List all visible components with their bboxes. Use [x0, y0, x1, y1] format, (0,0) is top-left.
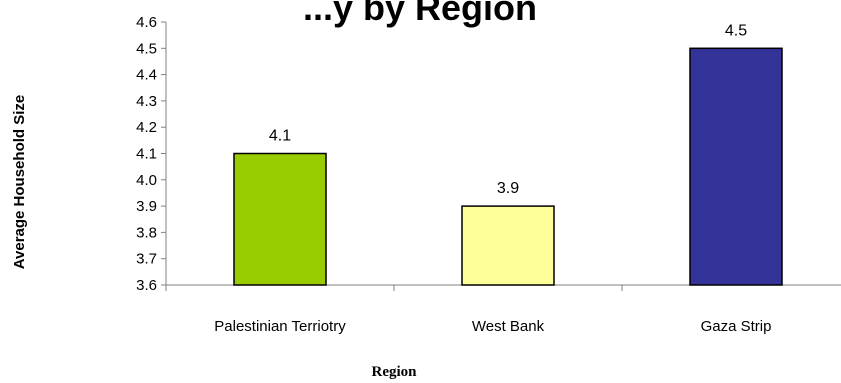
y-tick-label: 4.3: [136, 93, 157, 110]
category-label: Palestinian Terriotry: [214, 318, 346, 335]
y-tick-label: 4.0: [136, 172, 157, 189]
data-label: 3.9: [497, 180, 519, 197]
x-axis-label: Region: [372, 364, 418, 380]
bars: [233, 47, 783, 286]
y-tick-label: 4.5: [136, 40, 157, 57]
y-axis-ticks: 3.6 3.7 3.8 3.9 4.0 4.1 4.2 4.3 4.4 4.5 4.6: [136, 14, 166, 294]
y-tick-label: 4.6: [136, 14, 157, 31]
y-tick-label: 3.8: [136, 224, 157, 241]
data-label: 4.5: [725, 22, 747, 39]
data-labels: 4.1 3.9 4.5: [269, 22, 747, 197]
y-tick-label: 3.9: [136, 198, 157, 215]
y-tick-label: 4.1: [136, 146, 157, 163]
y-axis-label: Average Household Size: [11, 95, 28, 270]
category-label: Gaza Strip: [701, 318, 772, 335]
y-tick-label: 3.6: [136, 277, 157, 294]
data-label: 4.1: [269, 128, 291, 145]
y-tick-label: 4.2: [136, 119, 157, 136]
category-labels: Palestinian Terriotry West Bank Gaza Strip: [214, 318, 771, 335]
y-tick-label: 3.7: [136, 251, 157, 268]
category-label: West Bank: [472, 318, 545, 335]
bar: [461, 205, 555, 286]
chart-title: ...y by Region: [303, 0, 537, 28]
y-tick-label: 4.4: [136, 67, 157, 84]
bar: [689, 47, 783, 286]
bar: [233, 152, 327, 286]
